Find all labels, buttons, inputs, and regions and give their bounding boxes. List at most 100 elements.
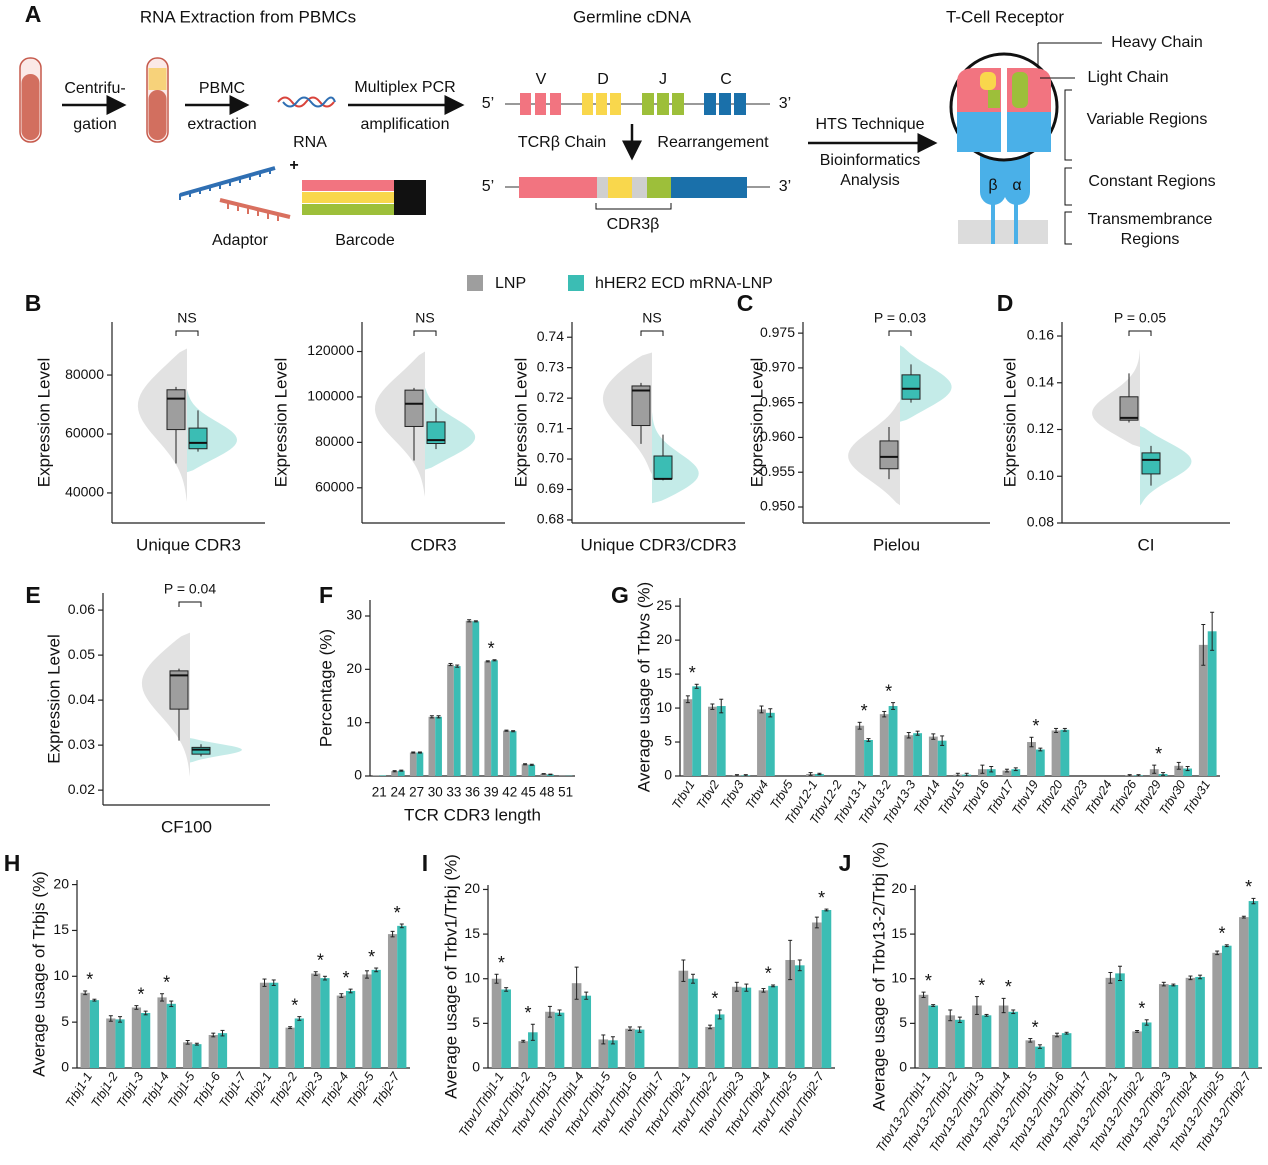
error-bar bbox=[808, 772, 813, 776]
bar bbox=[362, 974, 372, 1068]
error-bar bbox=[743, 774, 748, 777]
y-tick-label: 0 bbox=[472, 1059, 480, 1075]
bracket-label: NS bbox=[642, 310, 661, 326]
error-bar bbox=[1001, 997, 1006, 1014]
y-tick-label: 0.73 bbox=[537, 358, 564, 374]
step-label: Analysis bbox=[840, 172, 900, 189]
x-tick-label: 27 bbox=[409, 785, 424, 800]
j-region bbox=[1012, 72, 1028, 108]
error-bar bbox=[957, 1016, 962, 1023]
error-bar bbox=[964, 772, 969, 777]
bar bbox=[484, 661, 492, 776]
box bbox=[1141, 452, 1161, 475]
bar bbox=[379, 775, 387, 776]
y-tick-label: 5 bbox=[664, 733, 672, 749]
cdr3-bracket bbox=[595, 203, 672, 210]
bar bbox=[217, 1033, 228, 1068]
significance-marker: * bbox=[885, 681, 892, 701]
step-label: PBMC bbox=[199, 80, 245, 97]
y-tick-label: 80000 bbox=[315, 433, 354, 449]
error-bar bbox=[541, 773, 546, 775]
error-bar bbox=[504, 729, 509, 732]
y-tick-label: 20 bbox=[891, 880, 907, 896]
y-tick-label: 0.71 bbox=[537, 419, 564, 435]
bar bbox=[688, 978, 698, 1068]
bar bbox=[1027, 742, 1036, 776]
error-bar bbox=[297, 1016, 302, 1021]
bar bbox=[157, 997, 167, 1068]
error-bar bbox=[685, 695, 690, 704]
y-tick-label: 0.04 bbox=[68, 691, 95, 707]
error-bar bbox=[211, 1032, 216, 1038]
bar bbox=[928, 736, 938, 776]
error-bar bbox=[694, 683, 699, 689]
y-tick-label: 5 bbox=[899, 1014, 907, 1030]
bar bbox=[491, 660, 498, 776]
error-bar bbox=[681, 959, 686, 982]
panel-label: I bbox=[422, 850, 428, 876]
bar bbox=[928, 1005, 938, 1068]
bar bbox=[1115, 973, 1125, 1068]
error-bar bbox=[1135, 1030, 1140, 1033]
bar bbox=[794, 965, 805, 1068]
bar bbox=[918, 994, 929, 1068]
bar bbox=[765, 712, 775, 776]
error-bar bbox=[455, 664, 460, 668]
y-tick-label: 0.960 bbox=[760, 428, 795, 444]
y-tick-label: 20 bbox=[53, 875, 69, 891]
bracket bbox=[413, 330, 437, 336]
panel-label: J bbox=[839, 850, 852, 876]
legend-label: hHER2 ECD mRNA-LNP bbox=[595, 275, 773, 292]
bar bbox=[1105, 977, 1116, 1068]
section-title: RNA Extraction from PBMCs bbox=[140, 7, 356, 26]
bar bbox=[864, 739, 873, 776]
error-bar bbox=[1064, 1031, 1069, 1035]
bar bbox=[741, 987, 752, 1068]
panel-label: G bbox=[611, 582, 629, 608]
significance-marker: * bbox=[498, 953, 505, 973]
bar bbox=[518, 1041, 529, 1068]
error-bar bbox=[788, 939, 793, 981]
bar bbox=[89, 1000, 100, 1068]
bar bbox=[528, 1032, 538, 1068]
significance-marker: * bbox=[488, 638, 495, 658]
step-label: HTS Technique bbox=[815, 116, 924, 133]
bar bbox=[465, 620, 473, 776]
y-tick-label: 0.965 bbox=[760, 393, 795, 409]
bar bbox=[528, 764, 536, 776]
bar bbox=[115, 1019, 125, 1068]
error-bar bbox=[734, 774, 739, 777]
x-tick-label: 42 bbox=[502, 785, 517, 800]
error-bar bbox=[1161, 981, 1166, 987]
significance-marker: * bbox=[1032, 716, 1039, 736]
x-tick-label: Trbj2-7 bbox=[370, 1069, 403, 1110]
step-label: Bioinformatics bbox=[820, 152, 920, 169]
bar bbox=[888, 706, 898, 776]
significance-marker: * bbox=[1032, 1017, 1039, 1037]
bar bbox=[345, 990, 356, 1068]
error-bar bbox=[374, 967, 379, 973]
strand-end: 5’ bbox=[482, 95, 494, 112]
error-bar bbox=[313, 971, 318, 976]
bar bbox=[855, 725, 865, 776]
bar bbox=[581, 995, 592, 1068]
significance-marker: * bbox=[163, 972, 170, 992]
bar bbox=[705, 1026, 715, 1068]
error-bar bbox=[160, 993, 165, 1002]
error-bar bbox=[984, 1013, 989, 1017]
bar bbox=[945, 1015, 956, 1068]
significance-marker: * bbox=[342, 968, 349, 988]
bar bbox=[707, 706, 717, 776]
significance-marker: * bbox=[925, 971, 932, 991]
box bbox=[631, 385, 651, 427]
y-tick-label: 0 bbox=[899, 1059, 907, 1075]
plus: + bbox=[289, 157, 298, 174]
segment-label: C bbox=[720, 71, 732, 88]
rearranged-v bbox=[519, 177, 597, 198]
error-bar bbox=[891, 702, 896, 710]
box bbox=[901, 374, 921, 400]
bar bbox=[435, 716, 442, 776]
violin bbox=[652, 411, 699, 504]
bar bbox=[521, 764, 529, 776]
error-bar bbox=[1210, 611, 1215, 651]
